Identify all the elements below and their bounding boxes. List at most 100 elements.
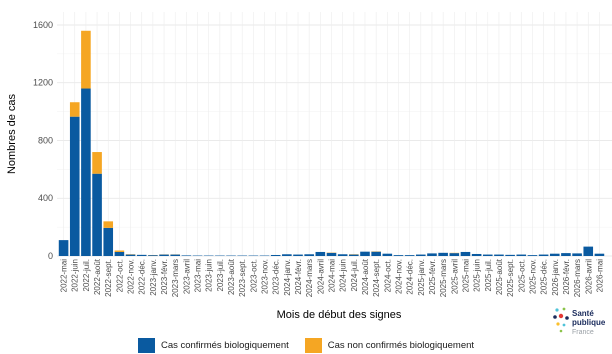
x-tick-label: 2023-janv. xyxy=(149,259,158,296)
bar-confirmed xyxy=(293,254,303,256)
bar-unconfirmed xyxy=(114,250,125,252)
bar-confirmed xyxy=(58,240,69,256)
x-tick-label: 2023-oct. xyxy=(249,259,258,292)
x-tick-label: 2022-déc. xyxy=(138,259,147,295)
bar-confirmed xyxy=(349,254,359,256)
y-tick-label: 0 xyxy=(48,251,53,261)
bar-confirmed xyxy=(315,251,326,256)
x-tick-label: 2026-févr. xyxy=(562,259,571,295)
x-tick-label: 2023-juil. xyxy=(216,259,225,291)
bar-confirmed xyxy=(427,253,437,256)
x-tick-label: 2025-nov. xyxy=(528,259,537,294)
x-tick-label: 2024-juil. xyxy=(350,259,359,291)
x-tick-label: 2024-avril xyxy=(316,259,325,294)
bar-confirmed xyxy=(482,254,493,256)
bar-confirmed xyxy=(148,255,158,256)
bar-confirmed xyxy=(69,116,80,256)
legend-swatch-unconfirmed xyxy=(304,338,322,353)
bar-confirmed xyxy=(92,173,102,256)
bar-confirmed xyxy=(583,246,594,256)
x-tick-label: 2023-août xyxy=(227,258,236,295)
bar-confirmed xyxy=(170,254,181,256)
bar-confirmed xyxy=(516,254,527,256)
x-tick-label: 2026-janv. xyxy=(551,259,560,296)
y-axis-title: Nombres de cas xyxy=(6,93,18,174)
bar-confirmed xyxy=(494,254,504,256)
sante-publique-france-logo: Santé publique France xyxy=(553,307,606,336)
x-tick-label: 2025-mai xyxy=(461,259,470,293)
x-tick-label: 2023-avril xyxy=(182,259,191,294)
x-tick-label: 2023-juin xyxy=(205,259,214,292)
y-axis-ticks: 0 400 800 1200 1600 xyxy=(33,20,53,261)
bar-confirmed xyxy=(404,255,415,256)
logo-text-line1: Santé xyxy=(572,309,594,318)
x-axis-ticks: 2022-mai 2022-juin 2022-juil. 2022-août 2022… xyxy=(60,258,605,297)
x-tick-label: 2024-sept. xyxy=(372,259,381,297)
logo-text-line2: publique xyxy=(572,318,606,327)
x-tick-label: 2025-avril xyxy=(450,259,459,294)
bar-confirmed xyxy=(125,254,136,256)
x-tick-label: 2026-mai xyxy=(595,259,604,293)
logo-dots-icon xyxy=(553,307,569,333)
x-tick-label: 2024-août xyxy=(361,258,370,295)
x-tick-label: 2023-nov. xyxy=(261,259,270,294)
x-tick-label: 2025-sept. xyxy=(506,259,515,297)
y-tick-label: 1200 xyxy=(33,78,53,88)
x-tick-label: 2026-mars xyxy=(573,259,582,297)
x-tick-label: 2022-mai xyxy=(60,259,69,293)
x-tick-label: 2025-mars xyxy=(439,259,448,297)
bar-confirmed xyxy=(538,254,549,256)
x-tick-label: 2024-mars xyxy=(305,259,314,297)
bar-confirmed xyxy=(282,254,292,256)
x-tick-label: 2024-nov. xyxy=(394,259,403,294)
x-tick-label: 2023-déc. xyxy=(272,259,281,295)
x-tick-label: 2024-juin xyxy=(339,259,348,292)
y-tick-label: 800 xyxy=(38,135,53,145)
x-tick-label: 2024-mai xyxy=(328,259,337,293)
bar-confirmed xyxy=(103,227,114,256)
chart: 0 400 800 1200 1600 2022-mai 2022-juin 2022-ju… xyxy=(6,12,612,321)
x-tick-label: 2025-févr. xyxy=(428,259,437,295)
bar-confirmed xyxy=(561,253,571,256)
bar-unconfirmed xyxy=(92,152,102,174)
bar-confirmed xyxy=(136,254,147,256)
x-tick-label: 2024-déc. xyxy=(406,259,415,295)
bar-confirmed xyxy=(549,253,560,256)
x-axis-title: Mois de début des signes xyxy=(277,309,402,321)
x-tick-label: 2024-janv. xyxy=(283,259,292,296)
bar-confirmed xyxy=(371,251,381,256)
x-tick-label: 2023-sept. xyxy=(238,259,247,297)
x-tick-label: 2022-juil. xyxy=(82,259,91,291)
bar-confirmed xyxy=(527,255,538,256)
bar-confirmed xyxy=(81,88,91,256)
x-tick-label: 2023-févr. xyxy=(160,259,169,295)
bar-confirmed xyxy=(304,254,314,256)
x-tick-label: 2025-janv. xyxy=(417,259,426,296)
bar-confirmed xyxy=(438,252,448,256)
bar-confirmed xyxy=(159,254,169,256)
logo-text-line3: France xyxy=(572,329,594,336)
bar-confirmed xyxy=(572,253,582,256)
x-tick-label: 2025-oct. xyxy=(517,259,526,292)
y-tick-label: 400 xyxy=(38,193,53,203)
legend-swatch-confirmed xyxy=(137,338,155,353)
bar-confirmed xyxy=(393,255,404,256)
x-tick-label: 2026-avril xyxy=(584,259,593,294)
legend-label-confirmed: Cas confirmés biologiquement xyxy=(160,340,289,351)
x-tick-label: 2023-mai xyxy=(194,259,203,293)
bar-confirmed xyxy=(326,252,337,256)
x-tick-label: 2022-oct. xyxy=(115,259,124,292)
bar-confirmed xyxy=(382,253,393,256)
bar-unconfirmed xyxy=(69,102,80,117)
bar-confirmed xyxy=(449,253,460,256)
x-tick-label: 2025-juil. xyxy=(484,259,493,291)
x-tick-label: 2025-déc. xyxy=(540,259,549,295)
bar-confirmed xyxy=(270,254,281,256)
legend-item-confirmed: Cas confirmés biologiquement xyxy=(137,338,289,353)
y-tick-label: 1600 xyxy=(33,20,53,30)
x-tick-label: 2022-nov. xyxy=(127,259,136,294)
x-tick-label: 2022-juin xyxy=(71,259,80,292)
bar-confirmed xyxy=(181,255,192,256)
bar-confirmed xyxy=(471,253,482,256)
legend-label-unconfirmed: Cas non confirmés biologiquement xyxy=(327,340,475,351)
